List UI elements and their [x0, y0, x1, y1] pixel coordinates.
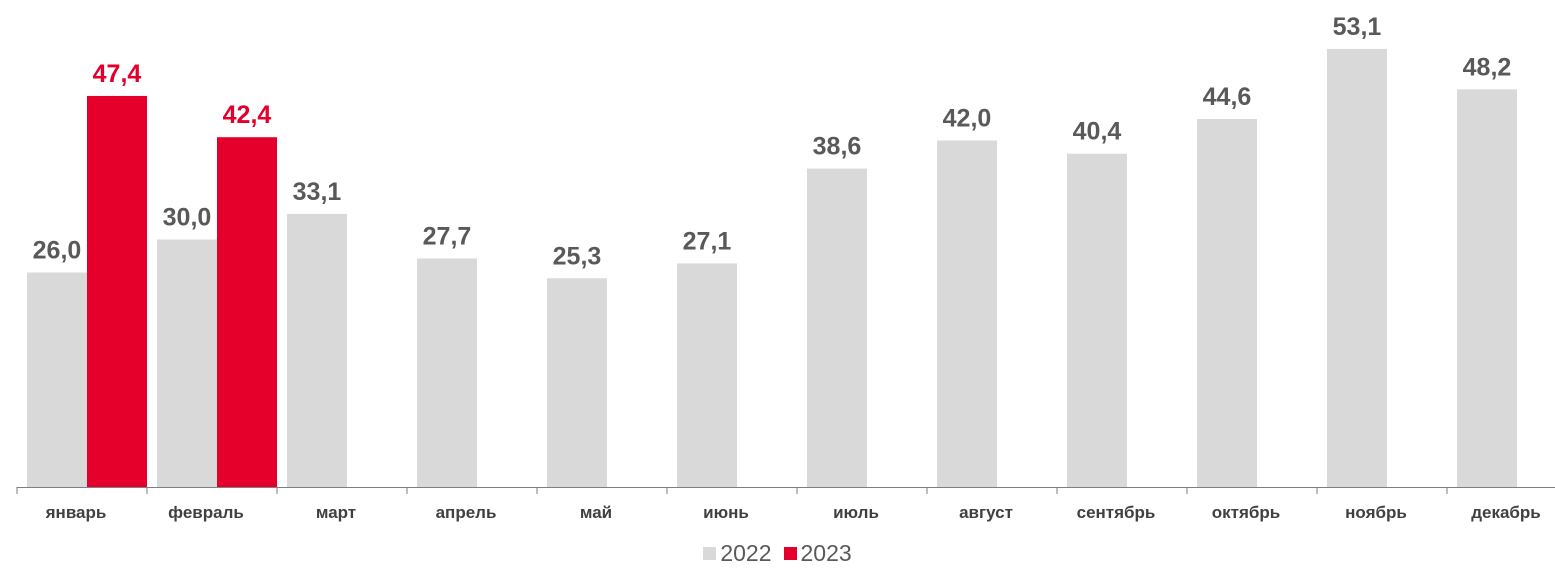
legend-item-2023: 2023 [783, 540, 852, 567]
x-tick-label-апрель: апрель [436, 503, 497, 522]
bar-2022-декабрь [1457, 89, 1517, 487]
bar-2022-ноябрь [1327, 48, 1387, 488]
x-tick-label-август: август [959, 503, 1013, 522]
legend-swatch-2023 [783, 547, 797, 560]
x-tick-label-ноябрь: ноябрь [1345, 503, 1407, 522]
x-tick-label-март: март [316, 503, 356, 522]
value-labels-layer: 26,0 47,4 30,0 42,4 33,1 27,7 25,3 27,1 38,6 42,0… [33, 13, 1512, 270]
bar-2022-апрель [417, 258, 477, 487]
value-label-2022-июль: 38,6 [813, 133, 862, 161]
legend-label-2023: 2023 [800, 540, 852, 566]
legend: 2022 2023 [0, 540, 1555, 567]
bar-2022-май [547, 278, 607, 487]
x-tick-label-июнь: июнь [703, 503, 749, 522]
bar-2022-октябрь [1197, 119, 1257, 488]
x-tick-label-октябрь: октябрь [1212, 503, 1280, 522]
bar-2022-февраль [157, 239, 217, 487]
bar-2023-февраль [217, 137, 277, 487]
x-tick-label-январь: январь [45, 503, 107, 522]
x-tick-label-февраль: февраль [168, 503, 244, 522]
value-label-2022-февраль: 30,0 [163, 204, 212, 232]
value-label-2022-январь: 26,0 [33, 237, 82, 265]
value-label-2022-июнь: 27,1 [683, 227, 732, 255]
bar-2022-июнь [677, 263, 737, 487]
bars-layer [27, 48, 1517, 488]
value-label-2022-март: 33,1 [293, 178, 342, 206]
value-label-2022-октябрь: 44,6 [1203, 83, 1252, 111]
x-tick-label-декабрь: декабрь [1471, 503, 1541, 522]
value-label-2022-декабрь: 48,2 [1463, 53, 1512, 81]
bar-2022-март [287, 213, 347, 488]
value-label-2022-август: 42,0 [943, 105, 992, 133]
legend-label-2022: 2022 [720, 540, 772, 566]
x-tick-label-сентябрь: сентябрь [1077, 503, 1156, 522]
value-label-2023-февраль: 42,4 [223, 101, 272, 129]
bar-2023-январь [87, 95, 147, 487]
value-label-2023-январь: 47,4 [93, 60, 142, 88]
value-label-2022-сентябрь: 40,4 [1073, 118, 1122, 146]
value-label-2022-апрель: 27,7 [423, 222, 472, 250]
value-label-2022-ноябрь: 53,1 [1333, 13, 1382, 41]
x-tick-label-май: май [580, 503, 612, 522]
bar-2022-январь [27, 272, 87, 487]
bar-2022-июль [807, 168, 867, 488]
x-tick-label-июль: июль [833, 503, 879, 522]
legend-item-2022: 2022 [703, 540, 772, 567]
value-label-2022-май: 25,3 [553, 242, 602, 270]
bar-2022-сентябрь [1067, 153, 1127, 487]
legend-swatch-2022 [703, 547, 717, 560]
bar-2022-август [937, 140, 997, 487]
x-axis: январь февраль март апрель май июнь июль август… [16, 487, 1555, 522]
